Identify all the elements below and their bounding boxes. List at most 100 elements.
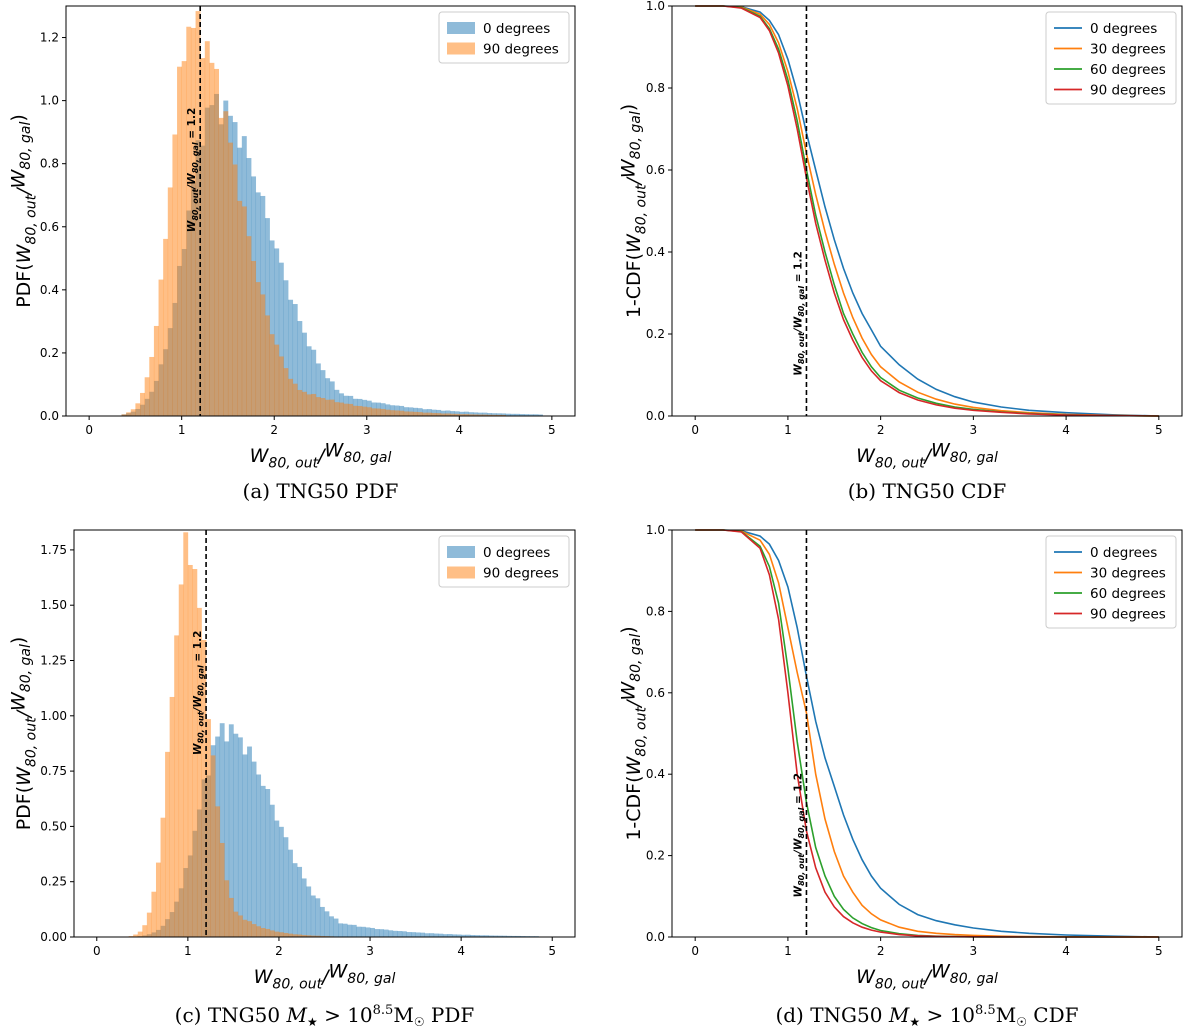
histogram-bar (389, 410, 395, 416)
y-tick-label: 0.0 (646, 930, 665, 944)
histogram-bar (445, 410, 451, 416)
histogram-bar (333, 918, 339, 937)
histogram-bar (160, 817, 166, 937)
histogram-bar (348, 403, 354, 416)
histogram-bar (260, 785, 266, 937)
y-tick-label: 0.75 (40, 764, 67, 778)
y-tick-label: 0.4 (646, 245, 665, 259)
y-axis-label: 1-CDF(W80, out/W80, gal) (618, 626, 650, 840)
legend-entry: 90 degrees (483, 566, 559, 582)
histogram-bar (288, 378, 294, 416)
histogram-bar (292, 934, 298, 937)
histogram-bar (483, 935, 489, 937)
histogram-bar (237, 915, 243, 937)
histogram-bar (209, 62, 215, 416)
histogram-bar (126, 412, 132, 416)
histogram-bar (227, 142, 233, 417)
histogram-bar (178, 584, 184, 937)
histogram-bar (319, 935, 325, 937)
histogram-bar (440, 413, 446, 416)
histogram-bar (306, 394, 312, 416)
panel-caption: (b) TNG50 CDF (848, 479, 1007, 503)
histogram-bar (422, 412, 428, 416)
histogram-bar (374, 929, 380, 937)
histogram-bar (502, 935, 507, 937)
histogram-bar (214, 68, 219, 416)
y-tick-label: 1.25 (40, 654, 67, 668)
histogram-bar (392, 930, 398, 937)
y-tick-label: 0.8 (646, 604, 665, 618)
x-tick-label: 3 (366, 944, 374, 958)
histogram-bar (500, 413, 506, 416)
histogram-bar (459, 411, 465, 416)
histogram-bar (533, 414, 539, 416)
legend-swatch (447, 22, 475, 34)
histogram-bar (347, 924, 353, 937)
histogram-bar (196, 607, 202, 937)
histogram-bar (343, 403, 349, 416)
histogram-bar (431, 409, 437, 416)
histogram-bar (406, 932, 412, 937)
histogram-bar (380, 408, 386, 416)
x-tick-label: 0 (93, 944, 101, 958)
histogram-bar (195, 11, 201, 416)
histogram-bar (528, 414, 534, 416)
histogram-bar (440, 410, 446, 416)
histogram-bar (232, 164, 238, 416)
histogram-bar (121, 414, 127, 416)
histogram-bar (301, 391, 307, 416)
histogram-bar (519, 414, 525, 416)
histogram-bar (265, 789, 271, 937)
histogram-bar (433, 933, 439, 937)
histogram-bar (260, 927, 266, 937)
histogram-bar (452, 934, 457, 937)
histogram-bar (278, 262, 284, 416)
histogram-bar (510, 413, 516, 416)
histogram-bar (370, 927, 375, 937)
histogram-bar (130, 409, 136, 416)
y-tick-label: 0.0 (646, 409, 665, 423)
histogram-bar (491, 413, 497, 416)
histogram-bar (215, 806, 221, 937)
series-90-degrees (128, 532, 334, 937)
histogram-bar (292, 304, 298, 416)
histogram-bar (473, 414, 479, 416)
histogram-bar (399, 410, 405, 416)
histogram-bar (301, 332, 307, 416)
histogram-bar (482, 414, 488, 416)
y-tick-label: 0.00 (40, 930, 67, 944)
histogram-bar (237, 200, 243, 416)
x-tick-label: 4 (455, 423, 463, 437)
histogram-bar (315, 363, 321, 416)
axes-frame (671, 5, 1183, 417)
histogram-bar (493, 935, 498, 937)
histogram-bar (153, 325, 159, 416)
histogram-bar (297, 389, 303, 416)
histogram-bar (465, 934, 471, 937)
histogram-bar (468, 414, 474, 416)
histogram-bar (278, 826, 284, 937)
y-tick-label: 0.6 (40, 220, 59, 234)
histogram-bar (204, 41, 210, 416)
histogram-bar (237, 737, 243, 937)
histogram-bar (463, 411, 469, 416)
histogram-bar (325, 399, 331, 416)
histogram-bar (149, 356, 155, 416)
histogram-bar (339, 402, 344, 416)
histogram-bar (482, 412, 488, 416)
histogram-bar (283, 368, 289, 416)
y-tick-label: 1.0 (646, 0, 665, 13)
x-tick-label: 2 (270, 423, 278, 437)
y-tick-label: 0.8 (40, 157, 59, 171)
histogram-bar (288, 849, 293, 937)
histogram-bar (315, 898, 321, 937)
histogram-bar (210, 755, 216, 937)
legend-entry: 0 degrees (1090, 21, 1157, 37)
histogram-bar (311, 393, 317, 416)
histogram-bar (324, 911, 330, 937)
histogram-bar (274, 820, 280, 937)
y-tick-label: 1.0 (40, 94, 59, 108)
histogram-bar (306, 935, 312, 937)
histogram-bar (442, 934, 448, 937)
